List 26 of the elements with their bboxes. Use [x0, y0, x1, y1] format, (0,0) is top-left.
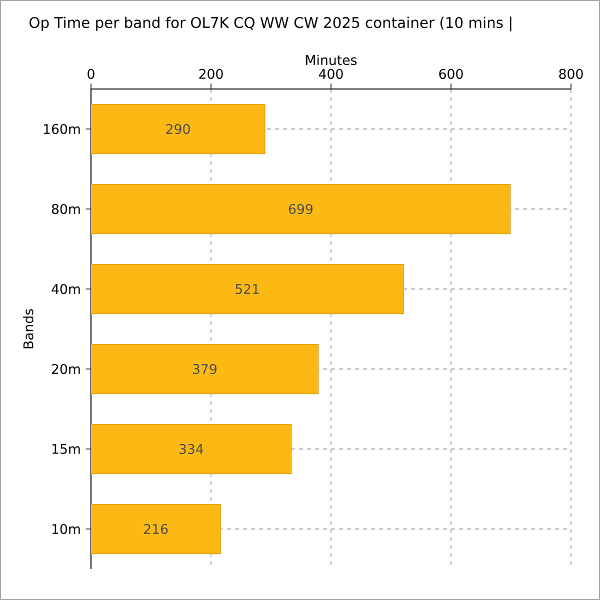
y-tick-label: 20m	[52, 364, 80, 374]
data-label: 334	[180, 444, 204, 454]
bar	[91, 264, 404, 314]
y-axis-title: Bands	[23, 309, 34, 348]
x-tick-label: 400	[318, 68, 343, 79]
bar	[91, 504, 221, 554]
bar	[91, 104, 266, 154]
data-label: 699	[288, 204, 312, 214]
y-tick-label: 160m	[44, 124, 80, 134]
y-tick-label: 15m	[52, 444, 80, 454]
y-tick-label: 80m	[52, 204, 80, 214]
x-tick-label: 600	[439, 68, 463, 79]
y-tick-label: 40m	[52, 284, 80, 294]
x-tick-label: 0	[88, 68, 94, 79]
chart-title: Op Time per band for OL7K CQ WW CW 2025 container (10 mins |	[30, 16, 512, 32]
x-tick-label: 200	[199, 68, 223, 79]
y-tick-label: 10m	[52, 524, 80, 534]
bar	[91, 424, 292, 474]
data-label: 521	[236, 284, 259, 294]
bar	[91, 344, 319, 394]
data-label: 216	[144, 524, 168, 534]
bar	[91, 184, 511, 234]
data-label: 290	[166, 124, 190, 134]
x-axis-title: Minutes	[306, 54, 357, 66]
data-label: 379	[193, 364, 216, 374]
x-tick-label: 800	[559, 68, 583, 79]
